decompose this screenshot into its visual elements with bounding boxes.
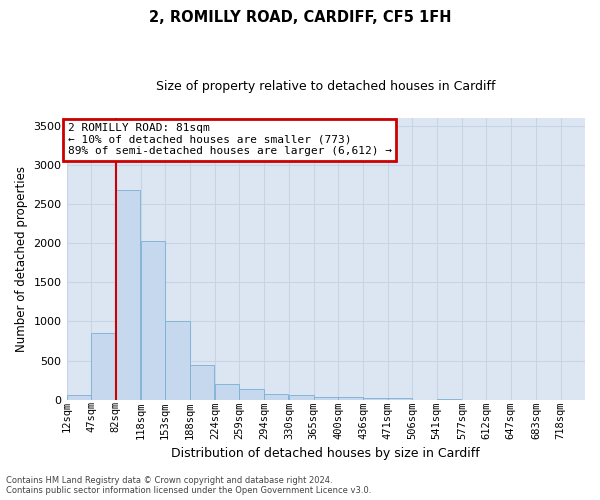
Bar	[215, 384, 239, 400]
Title: Size of property relative to detached houses in Cardiff: Size of property relative to detached ho…	[156, 80, 496, 93]
Bar	[141, 241, 165, 400]
Text: 2, ROMILLY ROAD, CARDIFF, CF5 1FH: 2, ROMILLY ROAD, CARDIFF, CF5 1FH	[149, 10, 451, 25]
Bar	[116, 190, 140, 400]
Bar	[289, 396, 314, 400]
Text: 2 ROMILLY ROAD: 81sqm
← 10% of detached houses are smaller (773)
89% of semi-det: 2 ROMILLY ROAD: 81sqm ← 10% of detached …	[68, 124, 392, 156]
Y-axis label: Number of detached properties: Number of detached properties	[15, 166, 28, 352]
Bar	[437, 398, 461, 400]
Bar	[165, 322, 190, 400]
Bar	[363, 398, 388, 400]
Bar	[239, 389, 264, 400]
Text: Contains HM Land Registry data © Crown copyright and database right 2024.
Contai: Contains HM Land Registry data © Crown c…	[6, 476, 371, 495]
Bar	[190, 364, 214, 400]
Bar	[91, 333, 116, 400]
Bar	[388, 398, 412, 400]
Bar	[314, 396, 338, 400]
Bar	[67, 394, 91, 400]
Bar	[264, 394, 289, 400]
X-axis label: Distribution of detached houses by size in Cardiff: Distribution of detached houses by size …	[172, 447, 480, 460]
Bar	[338, 398, 362, 400]
